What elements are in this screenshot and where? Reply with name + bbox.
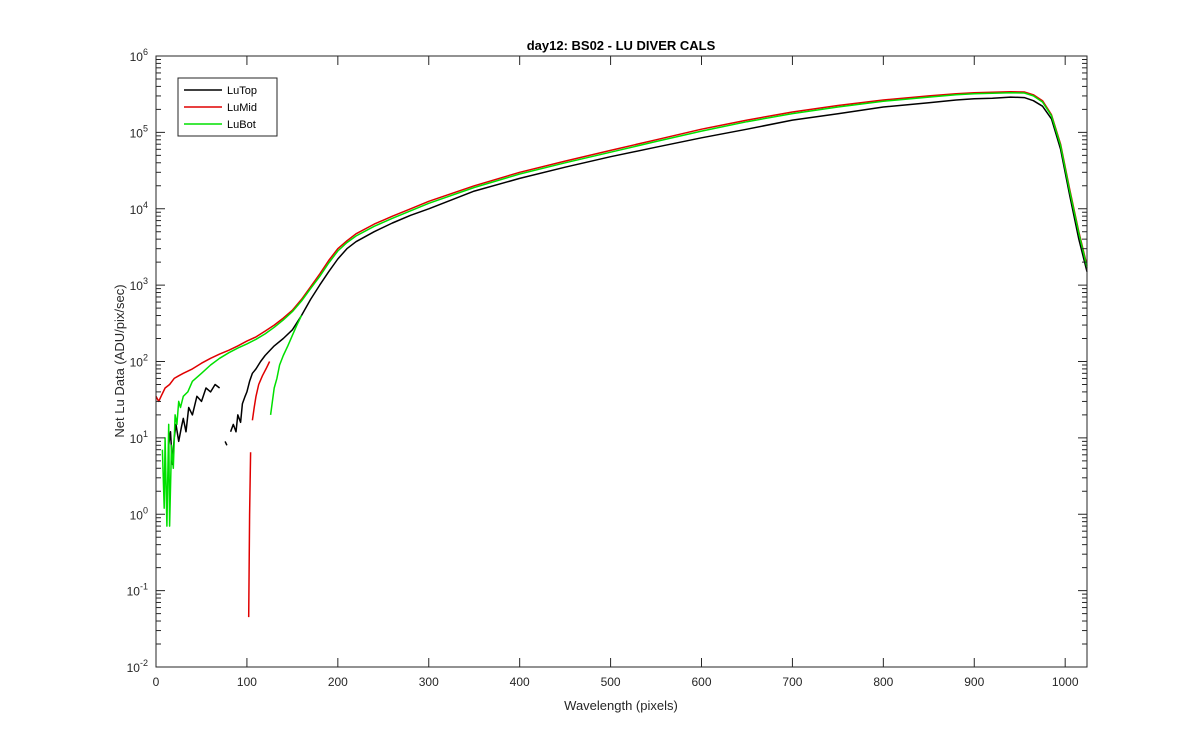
y-tick-label: 10-1 [127, 582, 148, 599]
x-tick-label: 1000 [1052, 675, 1079, 689]
x-tick-label: 400 [510, 675, 530, 689]
y-tick-exponent: 3 [143, 276, 148, 286]
x-axis-ticks: 0 100 200 300 400 500 600 700 800 900 1000 [153, 56, 1079, 689]
y-tick-exponent: 6 [143, 47, 148, 57]
y-tick-label: 10-2 [127, 658, 148, 675]
y-tick-base: 10 [130, 50, 144, 64]
series-line-lutop [224, 441, 228, 446]
legend-label-lutop: LuTop [227, 85, 257, 97]
y-tick-base: 10 [127, 585, 141, 599]
y-tick-exponent: -1 [140, 582, 148, 592]
series-layer [155, 91, 1088, 618]
y-tick-exponent: 5 [143, 123, 148, 133]
x-tick-label: 800 [873, 675, 893, 689]
x-axis-label: Wavelength (pixels) [564, 698, 678, 713]
y-tick-exponent: 2 [143, 353, 148, 363]
y-tick-label: 102 [130, 353, 148, 370]
y-tick-label: 104 [130, 200, 148, 217]
x-tick-label: 600 [691, 675, 711, 689]
x-tick-label: 0 [153, 675, 160, 689]
x-tick-label: 100 [237, 675, 257, 689]
y-axis-label: Net Lu Data (ADU/pix/sec) [112, 284, 127, 437]
y-tick-base: 10 [130, 203, 144, 217]
y-tick-exponent: 0 [143, 505, 148, 515]
y-tick-base: 10 [127, 661, 141, 675]
y-tick-label: 103 [130, 276, 148, 293]
y-tick-exponent: 4 [143, 200, 148, 210]
series-line-lumid [155, 91, 1088, 403]
series-line-lumid [247, 452, 252, 618]
y-tick-exponent: -2 [140, 658, 148, 668]
legend: LuTop LuMid LuBot [177, 77, 278, 137]
y-tick-base: 10 [130, 432, 144, 446]
series-line-lumid [251, 361, 271, 421]
y-tick-label: 105 [130, 123, 148, 140]
x-tick-label: 300 [419, 675, 439, 689]
series-line-lubot [161, 92, 1088, 527]
x-tick-label: 700 [782, 675, 802, 689]
y-tick-base: 10 [130, 126, 144, 140]
x-tick-label: 500 [601, 675, 621, 689]
series-line-lubot [269, 315, 303, 415]
y-tick-base: 10 [130, 508, 144, 522]
y-tick-base: 10 [130, 279, 144, 293]
chart-title: day12: BS02 - LU DIVER CALS [527, 38, 716, 53]
y-tick-label: 100 [130, 505, 148, 522]
y-tick-label: 106 [130, 47, 148, 64]
x-tick-label: 900 [964, 675, 984, 689]
legend-label-lubot: LuBot [227, 119, 256, 131]
y-tick-exponent: 1 [143, 429, 148, 439]
x-tick-label: 200 [328, 675, 348, 689]
series-line-lutop [229, 96, 1088, 433]
legend-label-lumid: LuMid [227, 102, 257, 114]
y-tick-label: 101 [130, 429, 148, 446]
plot-area [156, 56, 1087, 667]
y-tick-base: 10 [130, 356, 144, 370]
